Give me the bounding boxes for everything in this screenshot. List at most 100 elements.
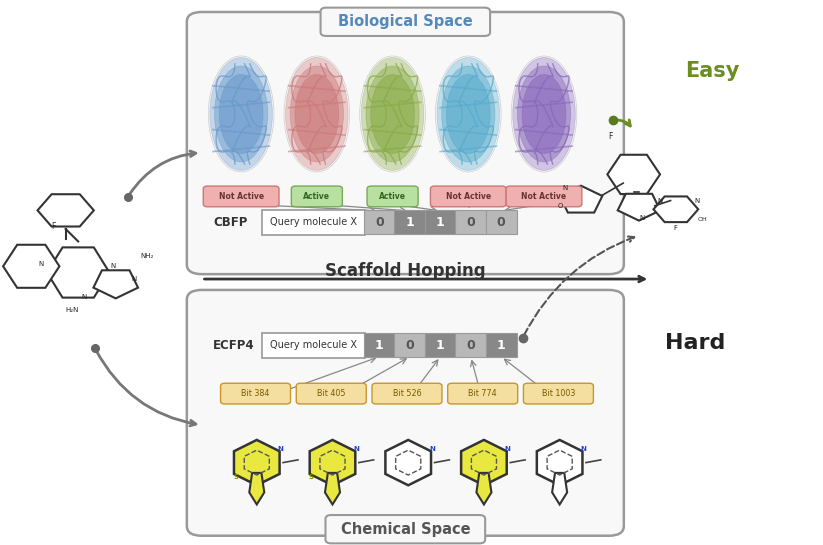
FancyBboxPatch shape (262, 332, 365, 358)
FancyBboxPatch shape (221, 383, 291, 404)
Text: Bit 405: Bit 405 (317, 389, 346, 398)
Text: 1: 1 (375, 339, 384, 352)
FancyBboxPatch shape (394, 333, 425, 357)
Text: F: F (51, 222, 55, 232)
Ellipse shape (291, 66, 343, 162)
Text: Bit 384: Bit 384 (241, 389, 270, 398)
FancyBboxPatch shape (187, 12, 624, 274)
Polygon shape (607, 155, 660, 194)
Text: NH₂: NH₂ (140, 253, 154, 259)
Text: N: N (580, 446, 586, 452)
Ellipse shape (295, 75, 339, 154)
Text: ECFP4: ECFP4 (213, 339, 255, 352)
Text: Easy: Easy (685, 61, 739, 81)
Text: Active: Active (304, 192, 330, 201)
FancyBboxPatch shape (262, 210, 365, 235)
Polygon shape (537, 440, 583, 485)
FancyBboxPatch shape (523, 383, 593, 404)
FancyBboxPatch shape (325, 515, 485, 543)
Text: Biological Space: Biological Space (338, 14, 472, 29)
Text: Bit 774: Bit 774 (468, 389, 497, 398)
Polygon shape (653, 196, 698, 222)
Text: Active: Active (379, 192, 406, 201)
Text: N: N (277, 446, 283, 452)
Text: 1: 1 (436, 216, 444, 229)
Text: O: O (557, 203, 563, 209)
FancyBboxPatch shape (486, 210, 517, 234)
Text: Not Active: Not Active (446, 192, 491, 201)
Text: 0: 0 (467, 216, 475, 229)
Text: 0: 0 (406, 339, 414, 352)
Ellipse shape (361, 58, 424, 171)
Ellipse shape (442, 66, 495, 162)
Polygon shape (477, 473, 491, 505)
Polygon shape (461, 440, 507, 485)
Text: N: N (639, 215, 644, 221)
Polygon shape (385, 440, 431, 485)
FancyBboxPatch shape (448, 383, 518, 404)
Ellipse shape (370, 75, 415, 154)
Text: Chemical Space: Chemical Space (341, 522, 470, 537)
Ellipse shape (215, 66, 267, 162)
FancyBboxPatch shape (486, 333, 517, 357)
Text: Bit 1003: Bit 1003 (542, 389, 575, 398)
Ellipse shape (518, 66, 570, 162)
Polygon shape (325, 473, 340, 505)
FancyBboxPatch shape (320, 8, 490, 36)
Text: F: F (674, 226, 678, 232)
Polygon shape (309, 440, 356, 485)
FancyBboxPatch shape (364, 333, 395, 357)
Text: OH: OH (697, 217, 707, 222)
Text: S: S (233, 474, 238, 480)
Text: 0: 0 (497, 216, 505, 229)
FancyBboxPatch shape (296, 383, 366, 404)
Text: F: F (608, 131, 612, 141)
Ellipse shape (446, 75, 491, 154)
Ellipse shape (437, 58, 500, 171)
FancyBboxPatch shape (394, 210, 425, 234)
FancyBboxPatch shape (203, 186, 279, 207)
Text: Query molecule X: Query molecule X (270, 217, 357, 227)
Ellipse shape (286, 58, 348, 171)
Text: Not Active: Not Active (219, 192, 263, 201)
Text: N: N (695, 197, 700, 204)
Polygon shape (618, 194, 660, 221)
FancyBboxPatch shape (364, 210, 395, 234)
FancyBboxPatch shape (430, 186, 506, 207)
Text: N: N (563, 185, 568, 191)
FancyBboxPatch shape (367, 186, 418, 207)
Polygon shape (234, 440, 280, 485)
Text: 1: 1 (406, 216, 414, 229)
FancyBboxPatch shape (187, 290, 624, 536)
Text: Not Active: Not Active (522, 192, 566, 201)
Text: N: N (429, 446, 435, 452)
Polygon shape (552, 473, 567, 505)
Text: CBFP: CBFP (213, 216, 248, 229)
Polygon shape (560, 186, 602, 213)
Text: N: N (658, 197, 663, 204)
Polygon shape (93, 270, 138, 299)
FancyBboxPatch shape (372, 383, 442, 404)
FancyBboxPatch shape (455, 333, 486, 357)
Text: S: S (309, 474, 314, 480)
Text: 1: 1 (497, 339, 505, 352)
FancyBboxPatch shape (506, 186, 582, 207)
Ellipse shape (210, 58, 272, 171)
Text: N: N (38, 261, 44, 267)
Text: N: N (132, 276, 137, 282)
Text: Bit 526: Bit 526 (393, 389, 421, 398)
Text: 0: 0 (467, 339, 475, 352)
Text: H₂N: H₂N (65, 307, 79, 313)
Text: 0: 0 (375, 216, 384, 229)
FancyBboxPatch shape (291, 186, 342, 207)
Text: Hard: Hard (665, 334, 726, 353)
Text: N: N (81, 294, 87, 300)
Text: Query molecule X: Query molecule X (270, 340, 357, 350)
Ellipse shape (366, 66, 419, 162)
Ellipse shape (522, 75, 566, 154)
Text: 1: 1 (436, 339, 444, 352)
Text: N: N (353, 446, 359, 452)
FancyBboxPatch shape (455, 210, 486, 234)
Text: N: N (504, 446, 510, 452)
Polygon shape (3, 245, 59, 288)
